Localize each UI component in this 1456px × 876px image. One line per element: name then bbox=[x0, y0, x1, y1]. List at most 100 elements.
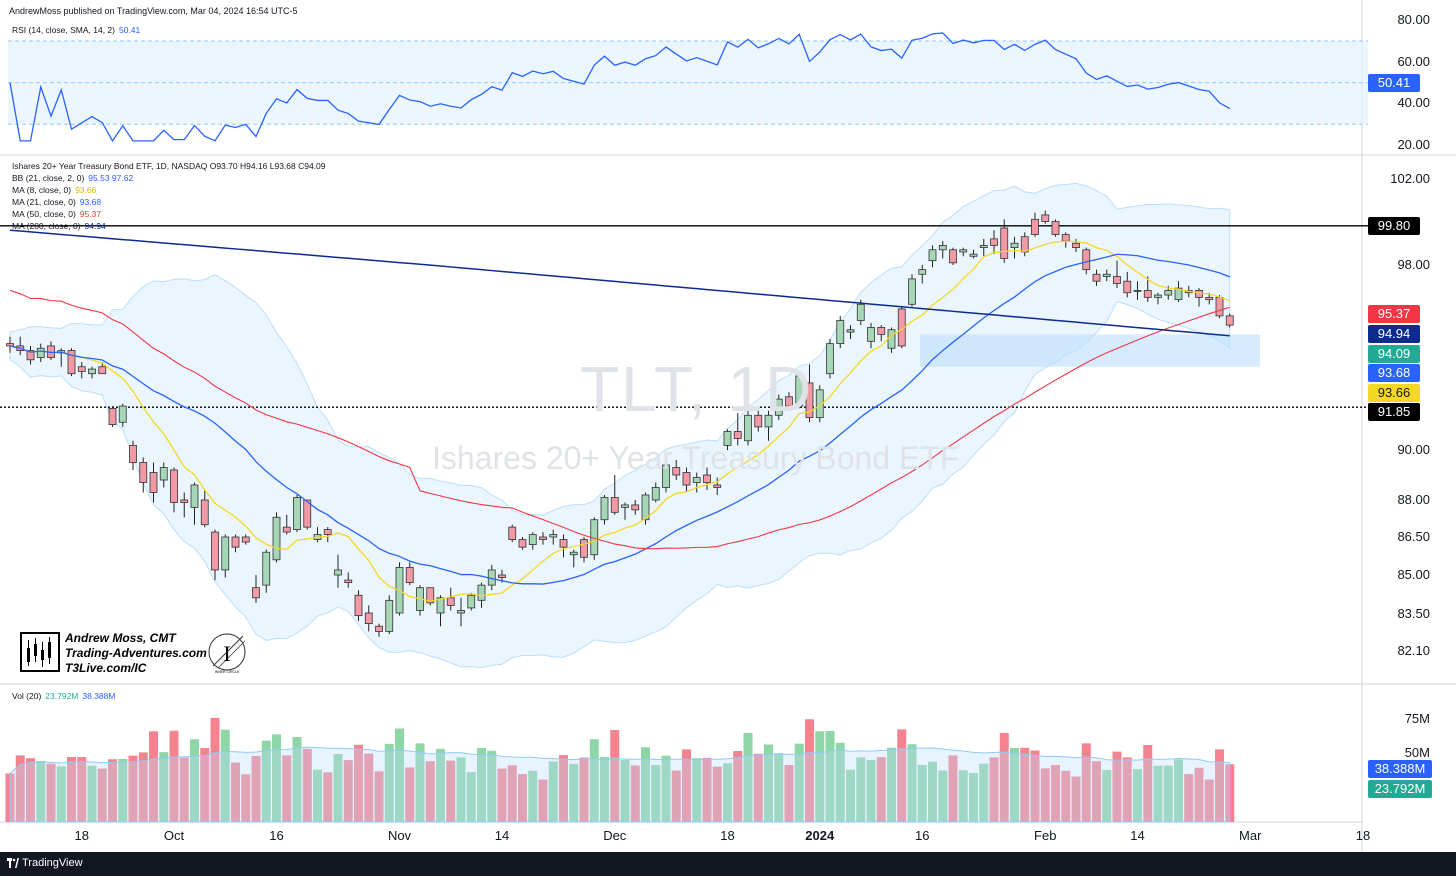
candle-body bbox=[88, 368, 96, 375]
volume-bar bbox=[374, 771, 384, 822]
candle bbox=[1010, 236, 1019, 259]
brand-site[interactable]: Trading-Adventures.com bbox=[65, 646, 207, 660]
rsi-legend: RSI (14, close, SMA, 14, 2) 50.41 bbox=[12, 25, 140, 35]
volume-bar bbox=[1112, 751, 1122, 822]
footer-label: TradingView bbox=[22, 857, 83, 869]
x-tick-7: 2024 bbox=[805, 828, 835, 843]
volume-bar bbox=[179, 757, 189, 822]
legend-ma8-values: 93.66 bbox=[75, 185, 97, 195]
candle bbox=[600, 495, 609, 525]
volume-bar bbox=[1010, 748, 1019, 822]
candle-body bbox=[713, 484, 722, 488]
volume-bar bbox=[805, 719, 814, 822]
candle bbox=[1225, 313, 1234, 328]
candle bbox=[344, 572, 353, 588]
legend-ma8[interactable]: MA (8, close, 0) 93.66 bbox=[12, 185, 96, 195]
candle-body bbox=[457, 610, 465, 614]
candle bbox=[928, 245, 937, 268]
volume-bar bbox=[999, 732, 1009, 822]
candle-body bbox=[149, 472, 158, 493]
volume-bar bbox=[313, 769, 322, 822]
price-tick-86-50: 86.50 bbox=[1397, 529, 1430, 544]
candle-body bbox=[118, 405, 127, 423]
brand-link[interactable]: T3Live.com/IC bbox=[65, 661, 147, 675]
candle-body bbox=[6, 343, 14, 347]
candle bbox=[467, 592, 476, 611]
volume-legend: Vol (20) 23.792M 38.388M bbox=[12, 691, 115, 701]
candle-body bbox=[231, 536, 240, 548]
candle bbox=[139, 457, 148, 493]
candle-body bbox=[375, 625, 383, 632]
volume-bar bbox=[1174, 759, 1183, 822]
candle-body bbox=[979, 245, 988, 249]
legend-bb[interactable]: BB (21, close, 2, 0) 95.53 97.62 bbox=[12, 173, 133, 183]
watermark-ticker: TLT, 1D bbox=[580, 353, 814, 425]
volume-bar bbox=[917, 765, 927, 822]
candle-body bbox=[703, 474, 711, 483]
candle-body bbox=[662, 464, 670, 488]
candle bbox=[703, 467, 711, 490]
candle bbox=[1133, 281, 1142, 300]
candle-body bbox=[303, 499, 312, 528]
volume-bar bbox=[1092, 761, 1101, 822]
ma8-line bbox=[9, 240, 1230, 602]
volume-bar bbox=[1122, 757, 1132, 822]
candle-body bbox=[1092, 273, 1101, 282]
volume-bar bbox=[97, 768, 107, 822]
volume-bar bbox=[630, 765, 640, 822]
candle bbox=[805, 364, 814, 423]
volume-bar bbox=[118, 758, 128, 822]
volume-bar bbox=[67, 757, 76, 822]
legend-ma50[interactable]: MA (50, close, 0) 95.37 bbox=[12, 209, 101, 219]
candle bbox=[159, 462, 168, 488]
volume-bar bbox=[846, 769, 855, 822]
volume-bar bbox=[876, 757, 886, 822]
price-badge-ma200: 94.94 bbox=[1368, 325, 1420, 343]
volume-tick-75m: 75M bbox=[1404, 711, 1430, 726]
candle-body bbox=[508, 526, 517, 540]
candle bbox=[221, 534, 230, 578]
volume-bar bbox=[1143, 745, 1153, 822]
volume-bar bbox=[1081, 743, 1091, 822]
publish-header: AndrewMoss published on TradingView.com,… bbox=[9, 6, 298, 16]
volume-bar bbox=[251, 755, 261, 822]
candle bbox=[856, 299, 865, 326]
legend-ma21[interactable]: MA (21, close, 0) 93.68 bbox=[12, 197, 101, 207]
candle bbox=[1051, 219, 1060, 237]
candle-body bbox=[354, 594, 363, 617]
candle-body bbox=[385, 599, 394, 632]
legend-ma200[interactable]: MA (200, close, 0) 94.94 bbox=[12, 221, 106, 231]
candle-body bbox=[1143, 290, 1152, 298]
candle bbox=[795, 371, 804, 409]
volume-bar bbox=[866, 760, 876, 822]
volume-bar bbox=[651, 765, 661, 822]
candle-body bbox=[1133, 290, 1142, 292]
candle bbox=[190, 482, 199, 525]
candle bbox=[446, 587, 455, 611]
candle-body bbox=[631, 504, 640, 511]
volume-bar bbox=[200, 748, 210, 822]
candle bbox=[518, 537, 527, 550]
volume-bar bbox=[384, 743, 394, 822]
candle bbox=[990, 230, 998, 255]
candle-body bbox=[190, 484, 199, 508]
candle-body bbox=[744, 414, 752, 442]
volume-bar bbox=[436, 748, 445, 822]
volume-bar bbox=[538, 779, 548, 822]
candle-body bbox=[1072, 242, 1080, 248]
volume-bar bbox=[620, 759, 630, 822]
volume-value: 23.792M bbox=[45, 691, 79, 701]
candle bbox=[569, 549, 578, 568]
candle bbox=[118, 403, 127, 427]
candle bbox=[293, 495, 301, 533]
ma21-line bbox=[9, 253, 1230, 585]
volume-bar bbox=[1030, 750, 1040, 822]
candle bbox=[129, 440, 137, 470]
volume-bar bbox=[600, 757, 609, 822]
candle-body bbox=[887, 329, 896, 349]
volume-bar bbox=[1204, 779, 1214, 822]
volume-bar bbox=[835, 742, 845, 822]
x-tick-5: Dec bbox=[603, 828, 627, 843]
volume-bar bbox=[15, 755, 25, 822]
volume-bar bbox=[231, 762, 240, 822]
